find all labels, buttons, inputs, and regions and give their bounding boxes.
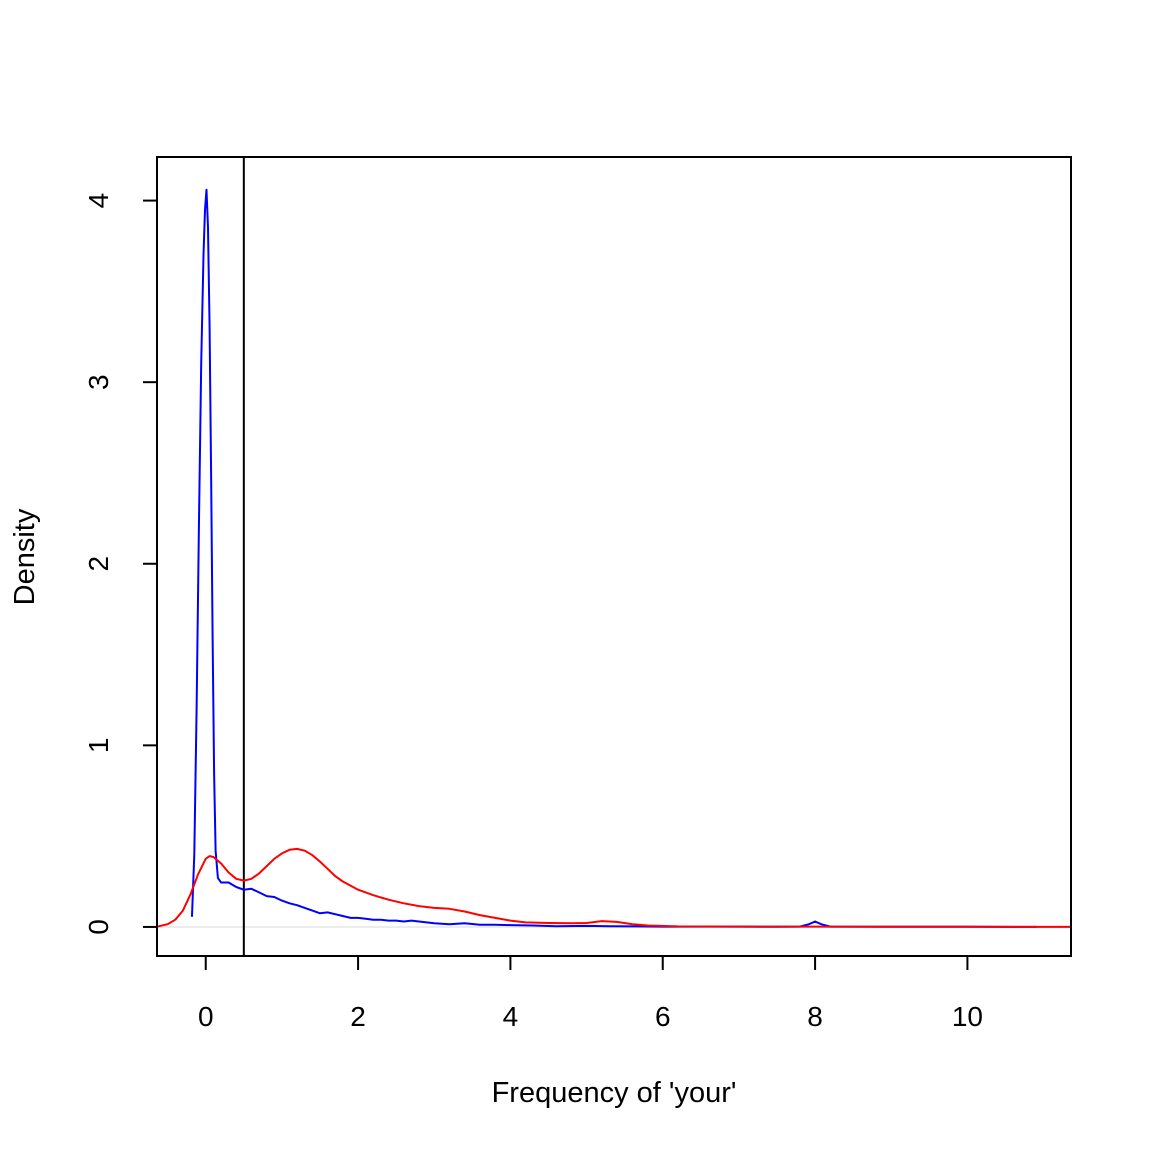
x-tick-label: 2: [350, 1001, 366, 1032]
y-tick-label: 3: [83, 374, 114, 390]
y-tick-label: 4: [83, 193, 114, 209]
x-axis-title: Frequency of 'your': [492, 1077, 737, 1109]
y-tick-label: 2: [83, 556, 114, 572]
y-axis-title: Density: [9, 508, 41, 605]
density-line-2: [157, 847, 1071, 928]
x-tick-label: 8: [807, 1001, 823, 1032]
plot-area: [157, 157, 1071, 956]
x-tick-label: 4: [503, 1001, 519, 1032]
density-line-1: [191, 188, 1037, 928]
y-axis: 0 1 2 3 4: [83, 193, 157, 935]
x-tick-label: 0: [198, 1001, 214, 1032]
y-tick-label: 1: [83, 738, 114, 754]
x-tick-label: 6: [655, 1001, 671, 1032]
x-axis: 0 2 4 6 8 10: [198, 956, 983, 1032]
y-tick-label: 0: [83, 919, 114, 935]
x-tick-label: 10: [952, 1001, 983, 1032]
plot-frame: [156, 156, 1072, 957]
